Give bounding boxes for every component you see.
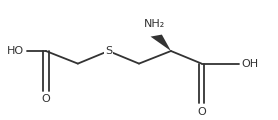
- Text: S: S: [105, 46, 112, 56]
- Text: O: O: [41, 94, 50, 104]
- Text: OH: OH: [242, 59, 259, 69]
- Text: HO: HO: [7, 46, 24, 56]
- Polygon shape: [151, 35, 171, 51]
- Text: NH₂: NH₂: [144, 19, 165, 29]
- Text: O: O: [197, 107, 206, 117]
